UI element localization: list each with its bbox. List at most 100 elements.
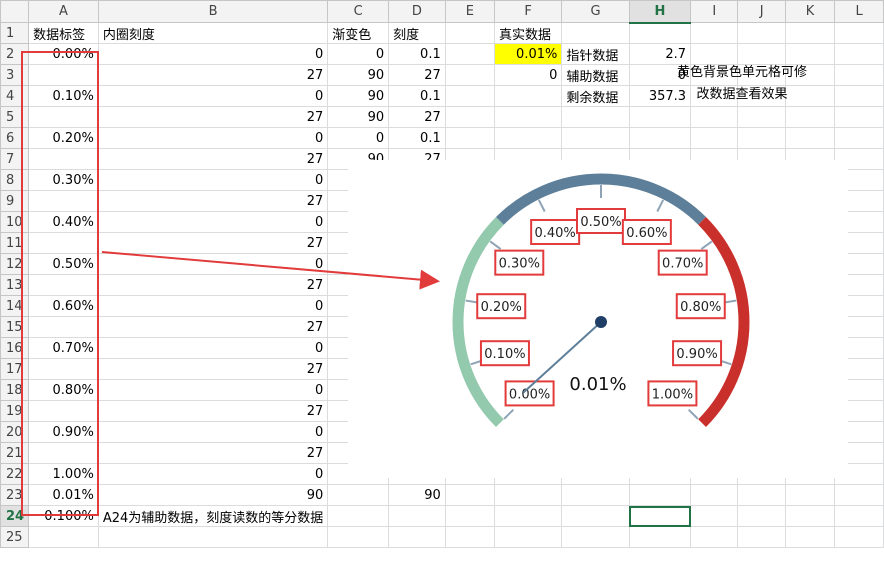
row-header-19[interactable]: 19 (0, 400, 30, 422)
column-header-e[interactable]: E (444, 0, 495, 23)
cell-a20[interactable]: 0.90% (28, 421, 99, 443)
cell-c5[interactable]: 90 (327, 106, 390, 128)
row-header-8[interactable]: 8 (0, 169, 30, 191)
cell-l4[interactable] (834, 85, 884, 107)
cell-g4[interactable]: 剩余数据 (561, 85, 630, 107)
cell-h5[interactable] (628, 106, 692, 128)
cell-f25[interactable] (493, 526, 563, 548)
cell-b15[interactable]: 27 (97, 316, 329, 338)
row-header-14[interactable]: 14 (0, 295, 30, 317)
cell-d3[interactable]: 27 (388, 64, 446, 86)
cell-k5[interactable] (784, 106, 836, 128)
row-header-10[interactable]: 10 (0, 211, 30, 233)
cell-l1[interactable] (834, 22, 884, 44)
cell-d1[interactable]: 刻度 (388, 22, 446, 44)
row-header-15[interactable]: 15 (0, 316, 30, 338)
cell-e24[interactable] (444, 505, 495, 527)
cell-a24[interactable]: 0.100% (28, 505, 99, 527)
cell-g23[interactable] (561, 484, 630, 506)
cell-b25[interactable] (97, 526, 329, 548)
cell-j25[interactable] (737, 526, 786, 548)
cell-a7[interactable] (28, 148, 99, 170)
cell-l2[interactable] (834, 43, 884, 65)
cell-a3[interactable] (28, 64, 99, 86)
cell-a17[interactable] (28, 358, 99, 380)
cell-c25[interactable] (327, 526, 390, 548)
cell-c2[interactable]: 0 (327, 43, 390, 65)
cell-l25[interactable] (834, 526, 884, 548)
column-header-j[interactable]: J (737, 0, 786, 23)
cell-b22[interactable]: 0 (97, 463, 329, 485)
cell-b10[interactable]: 0 (97, 211, 329, 233)
cell-h1[interactable] (628, 22, 692, 44)
cell-a16[interactable]: 0.70% (28, 337, 99, 359)
cell-e4[interactable] (444, 85, 495, 107)
row-header-4[interactable]: 4 (0, 85, 30, 107)
cell-b2[interactable]: 0 (97, 43, 329, 65)
cell-i5[interactable] (690, 106, 739, 128)
cell-d25[interactable] (388, 526, 446, 548)
cell-d4[interactable]: 0.1 (388, 85, 446, 107)
column-header-d[interactable]: D (388, 0, 446, 23)
cell-a13[interactable] (28, 274, 99, 296)
cell-b24[interactable]: A24为辅助数据，刻度读数的等分数据 (97, 505, 329, 527)
cell-f24[interactable] (493, 505, 563, 527)
cell-d2[interactable]: 0.1 (388, 43, 446, 65)
cell-a22[interactable]: 1.00% (28, 463, 99, 485)
cell-f4[interactable] (493, 85, 563, 107)
cell-e23[interactable] (444, 484, 495, 506)
cell-b12[interactable]: 0 (97, 253, 329, 275)
cell-i23[interactable] (690, 484, 739, 506)
cell-a8[interactable]: 0.30% (28, 169, 99, 191)
cell-l6[interactable] (834, 127, 884, 149)
cell-i1[interactable] (690, 22, 739, 44)
cell-a10[interactable]: 0.40% (28, 211, 99, 233)
cell-a19[interactable] (28, 400, 99, 422)
cell-g6[interactable] (561, 127, 630, 149)
cell-j1[interactable] (737, 22, 786, 44)
cell-a11[interactable] (28, 232, 99, 254)
cell-b14[interactable]: 0 (97, 295, 329, 317)
cell-a18[interactable]: 0.80% (28, 379, 99, 401)
cell-g25[interactable] (561, 526, 630, 548)
cell-a5[interactable] (28, 106, 99, 128)
cell-a23[interactable]: 0.01% (28, 484, 99, 506)
cell-b5[interactable]: 27 (97, 106, 329, 128)
cell-b23[interactable]: 90 (97, 484, 329, 506)
cell-b4[interactable]: 0 (97, 85, 329, 107)
gauge-chart[interactable]: 0.00% 0.10% 0.20% 0.30% 0.40% 0.50% 0.60% 0.70%… (348, 160, 848, 478)
row-header-20[interactable]: 20 (0, 421, 30, 443)
cell-f23[interactable] (493, 484, 563, 506)
cell-b3[interactable]: 27 (97, 64, 329, 86)
cell-i24[interactable] (690, 505, 739, 527)
row-header-3[interactable]: 3 (0, 64, 30, 86)
cell-g5[interactable] (561, 106, 630, 128)
cell-c3[interactable]: 90 (327, 64, 390, 86)
cell-a2[interactable]: 0.00% (28, 43, 99, 65)
row-header-25[interactable]: 25 (0, 526, 30, 548)
cell-c4[interactable]: 90 (327, 85, 390, 107)
cell-f6[interactable] (493, 127, 563, 149)
cell-f3[interactable]: 0 (493, 64, 563, 86)
cell-i6[interactable] (690, 127, 739, 149)
cell-b21[interactable]: 27 (97, 442, 329, 464)
cell-g1[interactable] (561, 22, 630, 44)
cell-b6[interactable]: 0 (97, 127, 329, 149)
cell-k6[interactable] (784, 127, 836, 149)
column-header-a[interactable]: A (28, 0, 99, 23)
cell-k23[interactable] (784, 484, 836, 506)
cell-d23[interactable]: 90 (388, 484, 446, 506)
row-header-7[interactable]: 7 (0, 148, 30, 170)
row-header-16[interactable]: 16 (0, 337, 30, 359)
cell-d24[interactable] (388, 505, 446, 527)
cell-j23[interactable] (737, 484, 786, 506)
row-header-24[interactable]: 24 (0, 505, 30, 527)
cell-i25[interactable] (690, 526, 739, 548)
cell-e1[interactable] (444, 22, 495, 44)
column-header-l[interactable]: L (834, 0, 884, 23)
cell-a6[interactable]: 0.20% (28, 127, 99, 149)
cell-b17[interactable]: 27 (97, 358, 329, 380)
row-header-12[interactable]: 12 (0, 253, 30, 275)
cell-b9[interactable]: 27 (97, 190, 329, 212)
row-header-13[interactable]: 13 (0, 274, 30, 296)
